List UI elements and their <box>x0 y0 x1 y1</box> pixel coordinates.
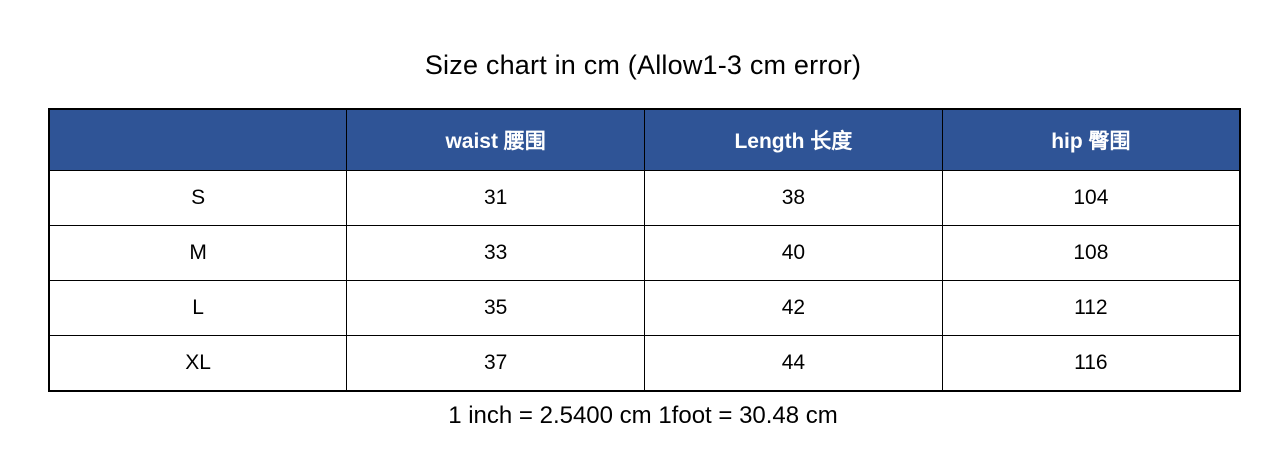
length-cell: 44 <box>644 335 943 392</box>
column-header-size <box>48 108 348 171</box>
table-row: XL 37 44 116 <box>48 335 1241 392</box>
waist-cell: 37 <box>346 335 645 392</box>
size-cell: S <box>48 170 348 226</box>
unit-conversion-note: 1 inch = 2.5400 cm 1foot = 30.48 cm <box>448 402 838 429</box>
waist-cell: 33 <box>346 225 645 281</box>
length-cell: 38 <box>644 170 943 226</box>
size-cell: M <box>48 225 348 281</box>
length-cell: 42 <box>644 280 943 336</box>
table-row: L 35 42 112 <box>48 280 1241 336</box>
waist-cell: 31 <box>346 170 645 226</box>
hip-cell: 108 <box>941 225 1241 281</box>
table-body: S 31 38 104 M 33 40 108 L 35 42 112 XL 3… <box>48 170 1241 392</box>
column-header-hip: hip 臀围 <box>941 108 1241 171</box>
page-title: Size chart in cm (Allow1-3 cm error) <box>424 50 862 80</box>
hip-cell: 112 <box>941 280 1241 336</box>
hip-cell: 116 <box>941 335 1241 392</box>
column-header-length: Length 长度 <box>644 108 943 171</box>
size-cell: XL <box>48 335 348 392</box>
size-cell: L <box>48 280 348 336</box>
table-row: S 31 38 104 <box>48 170 1241 226</box>
size-chart-table: waist 腰围 Length 长度 hip 臀围 S 31 38 104 M … <box>48 108 1241 392</box>
table-row: M 33 40 108 <box>48 225 1241 281</box>
table-header: waist 腰围 Length 长度 hip 臀围 <box>48 108 1241 171</box>
header-row: waist 腰围 Length 长度 hip 臀围 <box>48 108 1241 171</box>
column-header-waist: waist 腰围 <box>346 108 645 171</box>
length-cell: 40 <box>644 225 943 281</box>
hip-cell: 104 <box>941 170 1241 226</box>
waist-cell: 35 <box>346 280 645 336</box>
